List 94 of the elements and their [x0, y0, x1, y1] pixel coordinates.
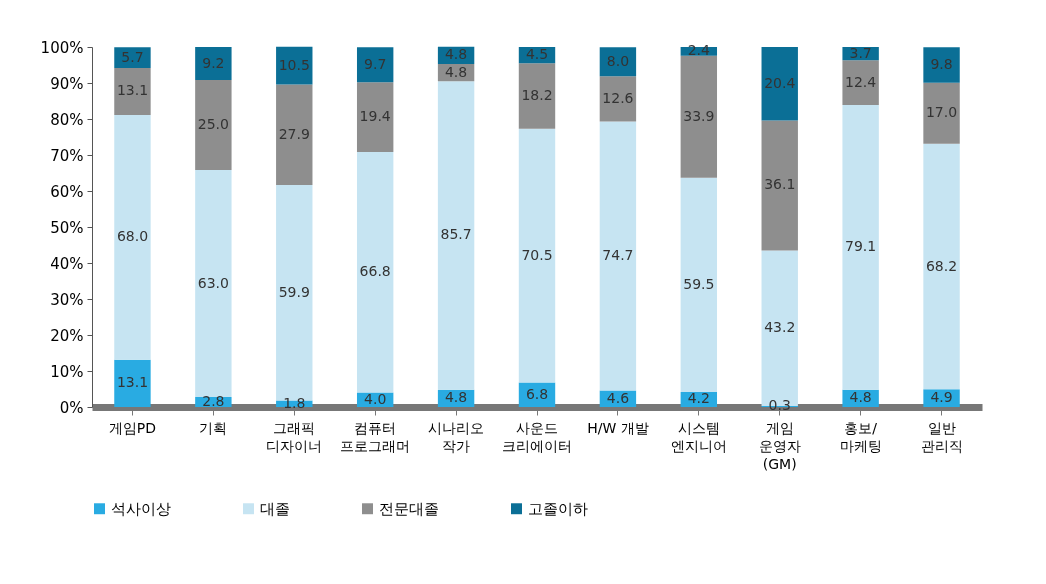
- bar: [114, 47, 151, 68]
- data-label: 9.2: [202, 54, 225, 71]
- x-tick-label: 시스템 엔지니어: [670, 419, 727, 454]
- data-label: 13.1: [116, 82, 149, 99]
- data-label: 13.1: [116, 374, 149, 391]
- data-label: 63.0: [197, 274, 229, 291]
- legend-label: 전문대졸: [379, 499, 439, 518]
- bar: [842, 60, 879, 105]
- data-label: 36.1: [764, 176, 796, 193]
- bar: [923, 143, 960, 390]
- bar: [599, 76, 637, 122]
- data-label: 4.5: [525, 46, 549, 63]
- data-label: 59.9: [278, 283, 310, 300]
- data-label: 33.9: [683, 107, 715, 124]
- data-label: 17.0: [925, 104, 958, 121]
- data-label: 4.9: [930, 389, 953, 406]
- data-label: 18.2: [521, 86, 553, 103]
- bar: [195, 47, 232, 81]
- data-label: 85.7: [440, 226, 472, 243]
- y-tick-label: 70%: [50, 146, 84, 165]
- bar: [114, 115, 151, 360]
- bar: [114, 67, 151, 116]
- data-label: 68.0: [116, 228, 149, 245]
- x-tick-label: 게임 운영자 (GM): [758, 419, 801, 472]
- y-tick-label: 100%: [40, 38, 84, 57]
- x-tick-label: 그래픽 디자이너: [266, 419, 323, 454]
- bar: [114, 359, 151, 407]
- bar: [680, 177, 718, 392]
- data-label: 19.4: [359, 108, 391, 125]
- y-tick-label: 0%: [59, 398, 84, 417]
- data-label: 4.8: [444, 389, 468, 406]
- x-tick-label: 컴퓨터 프로그래머: [340, 419, 411, 454]
- bar: [923, 82, 960, 144]
- bar: [356, 47, 394, 83]
- data-label: 4.0: [364, 390, 387, 407]
- y-tick-label: 40%: [50, 254, 84, 273]
- y-tick-label: 90%: [50, 74, 84, 93]
- data-label: 4.8: [444, 63, 468, 80]
- data-label: 27.9: [278, 125, 310, 142]
- y-tick-label: 60%: [50, 182, 84, 201]
- y-tick-label: 80%: [50, 110, 84, 129]
- legend-label: 대졸: [260, 499, 290, 518]
- bar: [680, 55, 718, 178]
- data-label: 59.5: [683, 275, 715, 292]
- data-label: 68.2: [925, 257, 958, 274]
- bar: [842, 104, 879, 390]
- data-label: 4.2: [687, 390, 710, 407]
- y-tick-label: 30%: [50, 290, 84, 309]
- bar: [195, 170, 232, 397]
- data-label: 0.3: [768, 397, 791, 414]
- data-label: 12.6: [602, 89, 634, 106]
- data-label: 25.0: [197, 116, 229, 133]
- data-label: 12.4: [845, 73, 877, 90]
- bar: [356, 82, 394, 153]
- y-tick-label: 20%: [50, 326, 84, 345]
- x-tick-label: 홍보/ 마케팅: [839, 419, 882, 454]
- x-tick-label: 기획: [199, 419, 228, 436]
- data-label: 43.2: [764, 319, 796, 336]
- data-label: 4.8: [849, 389, 872, 406]
- bar: [518, 128, 556, 383]
- data-label: 4.8: [444, 46, 468, 63]
- data-label: 8.0: [606, 52, 630, 69]
- legend-label: 고졸이하: [528, 499, 588, 518]
- data-label: 3.7: [849, 44, 872, 61]
- data-label: 2.8: [202, 392, 225, 409]
- data-label: 66.8: [359, 263, 391, 280]
- bar: [356, 152, 394, 393]
- x-tick-label: H/W 개발: [587, 419, 649, 436]
- x-tick-label: 사운드 크리에이터: [502, 419, 572, 454]
- x-tick-label: 일반 관리직: [920, 419, 963, 454]
- data-label: 2.4: [687, 42, 711, 59]
- data-label: 5.7: [121, 48, 144, 65]
- bar: [761, 120, 798, 251]
- bar: [923, 47, 960, 83]
- y-tick-label: 10%: [50, 362, 84, 381]
- bar: [276, 84, 313, 185]
- bar: [761, 47, 798, 121]
- data-label: 4.6: [606, 389, 630, 406]
- data-label: 74.7: [602, 246, 634, 263]
- y-tick-label: 50%: [50, 218, 84, 237]
- x-tick-label: 게임PD: [108, 419, 157, 436]
- data-label: 20.4: [764, 74, 796, 91]
- data-label: 9.8: [930, 56, 953, 72]
- data-label: 79.1: [845, 238, 877, 255]
- data-label: 70.5: [521, 246, 553, 263]
- x-tick-label: 시나리오 작가: [428, 419, 485, 454]
- legend-label: 석사이상: [111, 499, 171, 518]
- data-label: 6.8: [525, 385, 549, 402]
- data-label: 9.7: [364, 55, 387, 72]
- data-label: 10.5: [278, 56, 310, 73]
- bar: [437, 81, 475, 390]
- bar: [599, 121, 637, 391]
- bar: [195, 80, 232, 171]
- bar: [518, 63, 556, 129]
